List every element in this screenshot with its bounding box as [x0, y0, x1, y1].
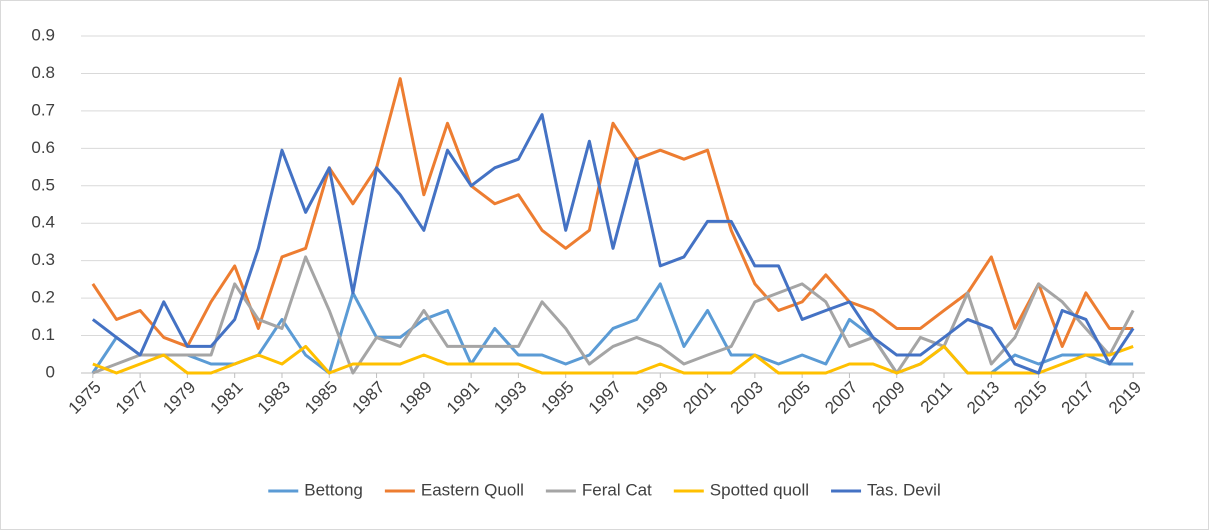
y-tick-label: 0.7: [31, 100, 55, 119]
series-line: [92, 344, 1134, 375]
y-tick-label: 0: [46, 362, 55, 381]
y-tick-label: 0.6: [31, 138, 55, 157]
y-tick-label: 0.4: [31, 213, 55, 232]
legend-label: Eastern Quoll: [421, 480, 524, 499]
legend-label: Feral Cat: [582, 480, 652, 499]
y-tick-label: 0.5: [31, 175, 55, 194]
y-tick-label: 0.3: [31, 250, 55, 269]
y-tick-label: 0.1: [31, 325, 55, 344]
y-tick-label: 0.9: [31, 25, 55, 44]
y-tick-label: 0.8: [31, 63, 55, 82]
legend-label: Tas. Devil: [867, 480, 941, 499]
series-line: [91, 77, 1134, 348]
y-tick-label: 0.2: [31, 288, 55, 307]
series-line: [91, 113, 1135, 375]
legend-label: Bettong: [304, 480, 363, 499]
legend-label: Spotted quoll: [710, 480, 809, 499]
series-line: [92, 255, 1135, 375]
